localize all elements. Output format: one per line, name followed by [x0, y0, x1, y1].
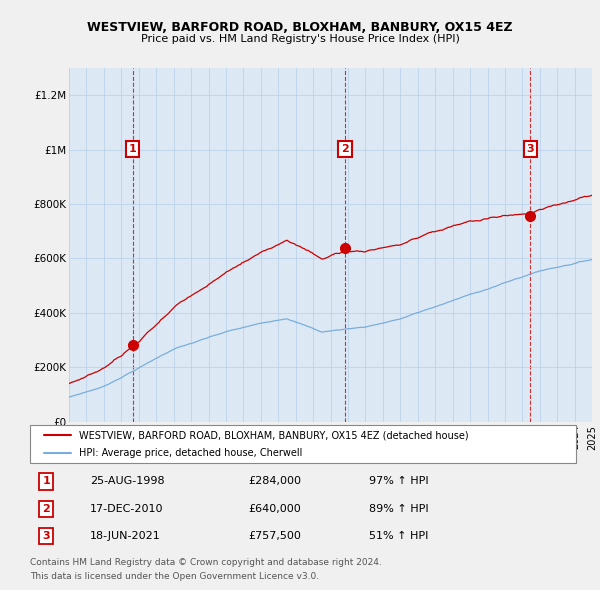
Text: 1: 1 — [43, 477, 50, 487]
Text: WESTVIEW, BARFORD ROAD, BLOXHAM, BANBURY, OX15 4EZ (detached house): WESTVIEW, BARFORD ROAD, BLOXHAM, BANBURY… — [79, 430, 469, 440]
Text: 97% ↑ HPI: 97% ↑ HPI — [368, 477, 428, 487]
Text: WESTVIEW, BARFORD ROAD, BLOXHAM, BANBURY, OX15 4EZ: WESTVIEW, BARFORD ROAD, BLOXHAM, BANBURY… — [87, 21, 513, 34]
Text: Price paid vs. HM Land Registry's House Price Index (HPI): Price paid vs. HM Land Registry's House … — [140, 34, 460, 44]
Text: 3: 3 — [527, 145, 534, 154]
Text: 17-DEC-2010: 17-DEC-2010 — [90, 504, 164, 514]
Text: HPI: Average price, detached house, Cherwell: HPI: Average price, detached house, Cher… — [79, 448, 302, 458]
Text: 2: 2 — [341, 145, 349, 154]
Text: 2: 2 — [43, 504, 50, 514]
Text: £284,000: £284,000 — [248, 477, 301, 487]
Text: 51% ↑ HPI: 51% ↑ HPI — [368, 531, 428, 541]
Text: 1: 1 — [129, 145, 137, 154]
Text: 18-JUN-2021: 18-JUN-2021 — [90, 531, 161, 541]
Text: £640,000: £640,000 — [248, 504, 301, 514]
Text: £757,500: £757,500 — [248, 531, 301, 541]
Text: This data is licensed under the Open Government Licence v3.0.: This data is licensed under the Open Gov… — [30, 572, 319, 581]
Text: Contains HM Land Registry data © Crown copyright and database right 2024.: Contains HM Land Registry data © Crown c… — [30, 558, 382, 566]
Text: 25-AUG-1998: 25-AUG-1998 — [90, 477, 164, 487]
Text: 3: 3 — [43, 531, 50, 541]
Text: 89% ↑ HPI: 89% ↑ HPI — [368, 504, 428, 514]
